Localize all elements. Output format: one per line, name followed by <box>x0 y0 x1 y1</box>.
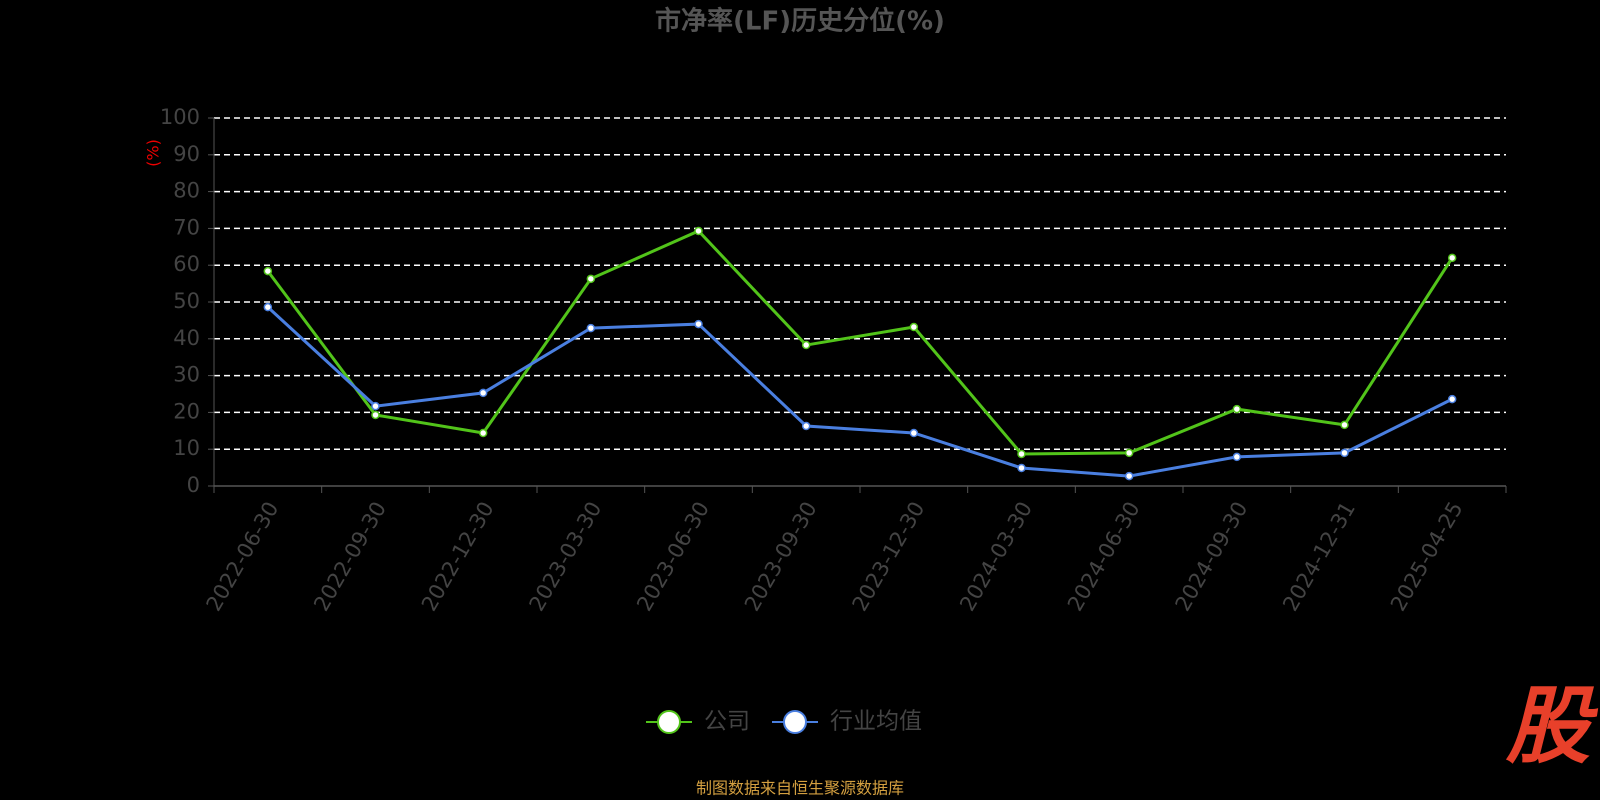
y-tick-label: 20 <box>173 399 200 423</box>
point <box>1232 404 1242 414</box>
x-tick-label: 2023-03-30 <box>525 498 607 616</box>
point <box>1340 448 1349 458</box>
series-line <box>266 306 1453 478</box>
watermark: 股 <box>1505 677 1599 775</box>
y-tick-label: 60 <box>173 252 200 276</box>
point <box>586 323 596 333</box>
series-line <box>266 229 1454 456</box>
point <box>1340 420 1349 430</box>
chart-title: 市净率(LF)历史分位(%) <box>655 6 945 37</box>
legend-label: 行业均值 <box>830 709 922 735</box>
x-tick-label: 2025-04-25 <box>1386 498 1468 616</box>
y-tick-label: 50 <box>173 289 200 313</box>
point <box>586 274 596 284</box>
point <box>1017 463 1026 473</box>
source-note: 制图数据来自恒生聚源数据库 <box>696 779 904 798</box>
point <box>371 410 380 420</box>
point <box>263 302 273 312</box>
point <box>909 322 919 332</box>
y-tick-label: 80 <box>173 179 200 203</box>
y-axis-label: (%) <box>144 139 163 167</box>
y-tick-label: 10 <box>173 436 200 460</box>
y-tick-label: 70 <box>173 215 200 239</box>
point <box>478 388 488 398</box>
legend-label: 公司 <box>704 709 750 735</box>
x-tick-label: 2022-09-30 <box>309 498 391 616</box>
point <box>801 421 811 431</box>
point <box>1447 253 1457 263</box>
x-tick-label: 2024-12-31 <box>1278 498 1360 616</box>
point <box>1124 448 1134 458</box>
x-tick-label: 2022-12-30 <box>417 498 499 616</box>
x-tick-label: 2024-03-30 <box>955 498 1037 616</box>
point <box>1232 452 1242 462</box>
point <box>263 266 273 276</box>
y-tick-label: 40 <box>173 326 200 350</box>
x-tick-label: 2023-12-30 <box>848 498 930 616</box>
y-tick-label: 90 <box>173 142 200 166</box>
point <box>801 340 811 350</box>
point <box>371 401 380 411</box>
point <box>478 428 488 438</box>
y-tick-label: 30 <box>173 363 200 387</box>
y-tick-label: 0 <box>187 473 200 497</box>
point <box>694 226 703 236</box>
legend-marker <box>783 710 807 734</box>
x-tick-label: 2024-06-30 <box>1063 498 1145 616</box>
legend-marker <box>657 710 681 734</box>
point <box>1017 449 1026 459</box>
point <box>694 319 703 329</box>
point <box>1124 471 1134 481</box>
y-tick-label: 100 <box>160 105 200 129</box>
x-tick-label: 2023-06-30 <box>632 498 714 616</box>
point <box>909 428 919 438</box>
x-tick-label: 2023-09-30 <box>740 498 822 616</box>
x-tick-label: 2024-09-30 <box>1171 498 1253 616</box>
x-tick-label: 2022-06-30 <box>202 498 284 616</box>
point <box>1447 394 1457 404</box>
